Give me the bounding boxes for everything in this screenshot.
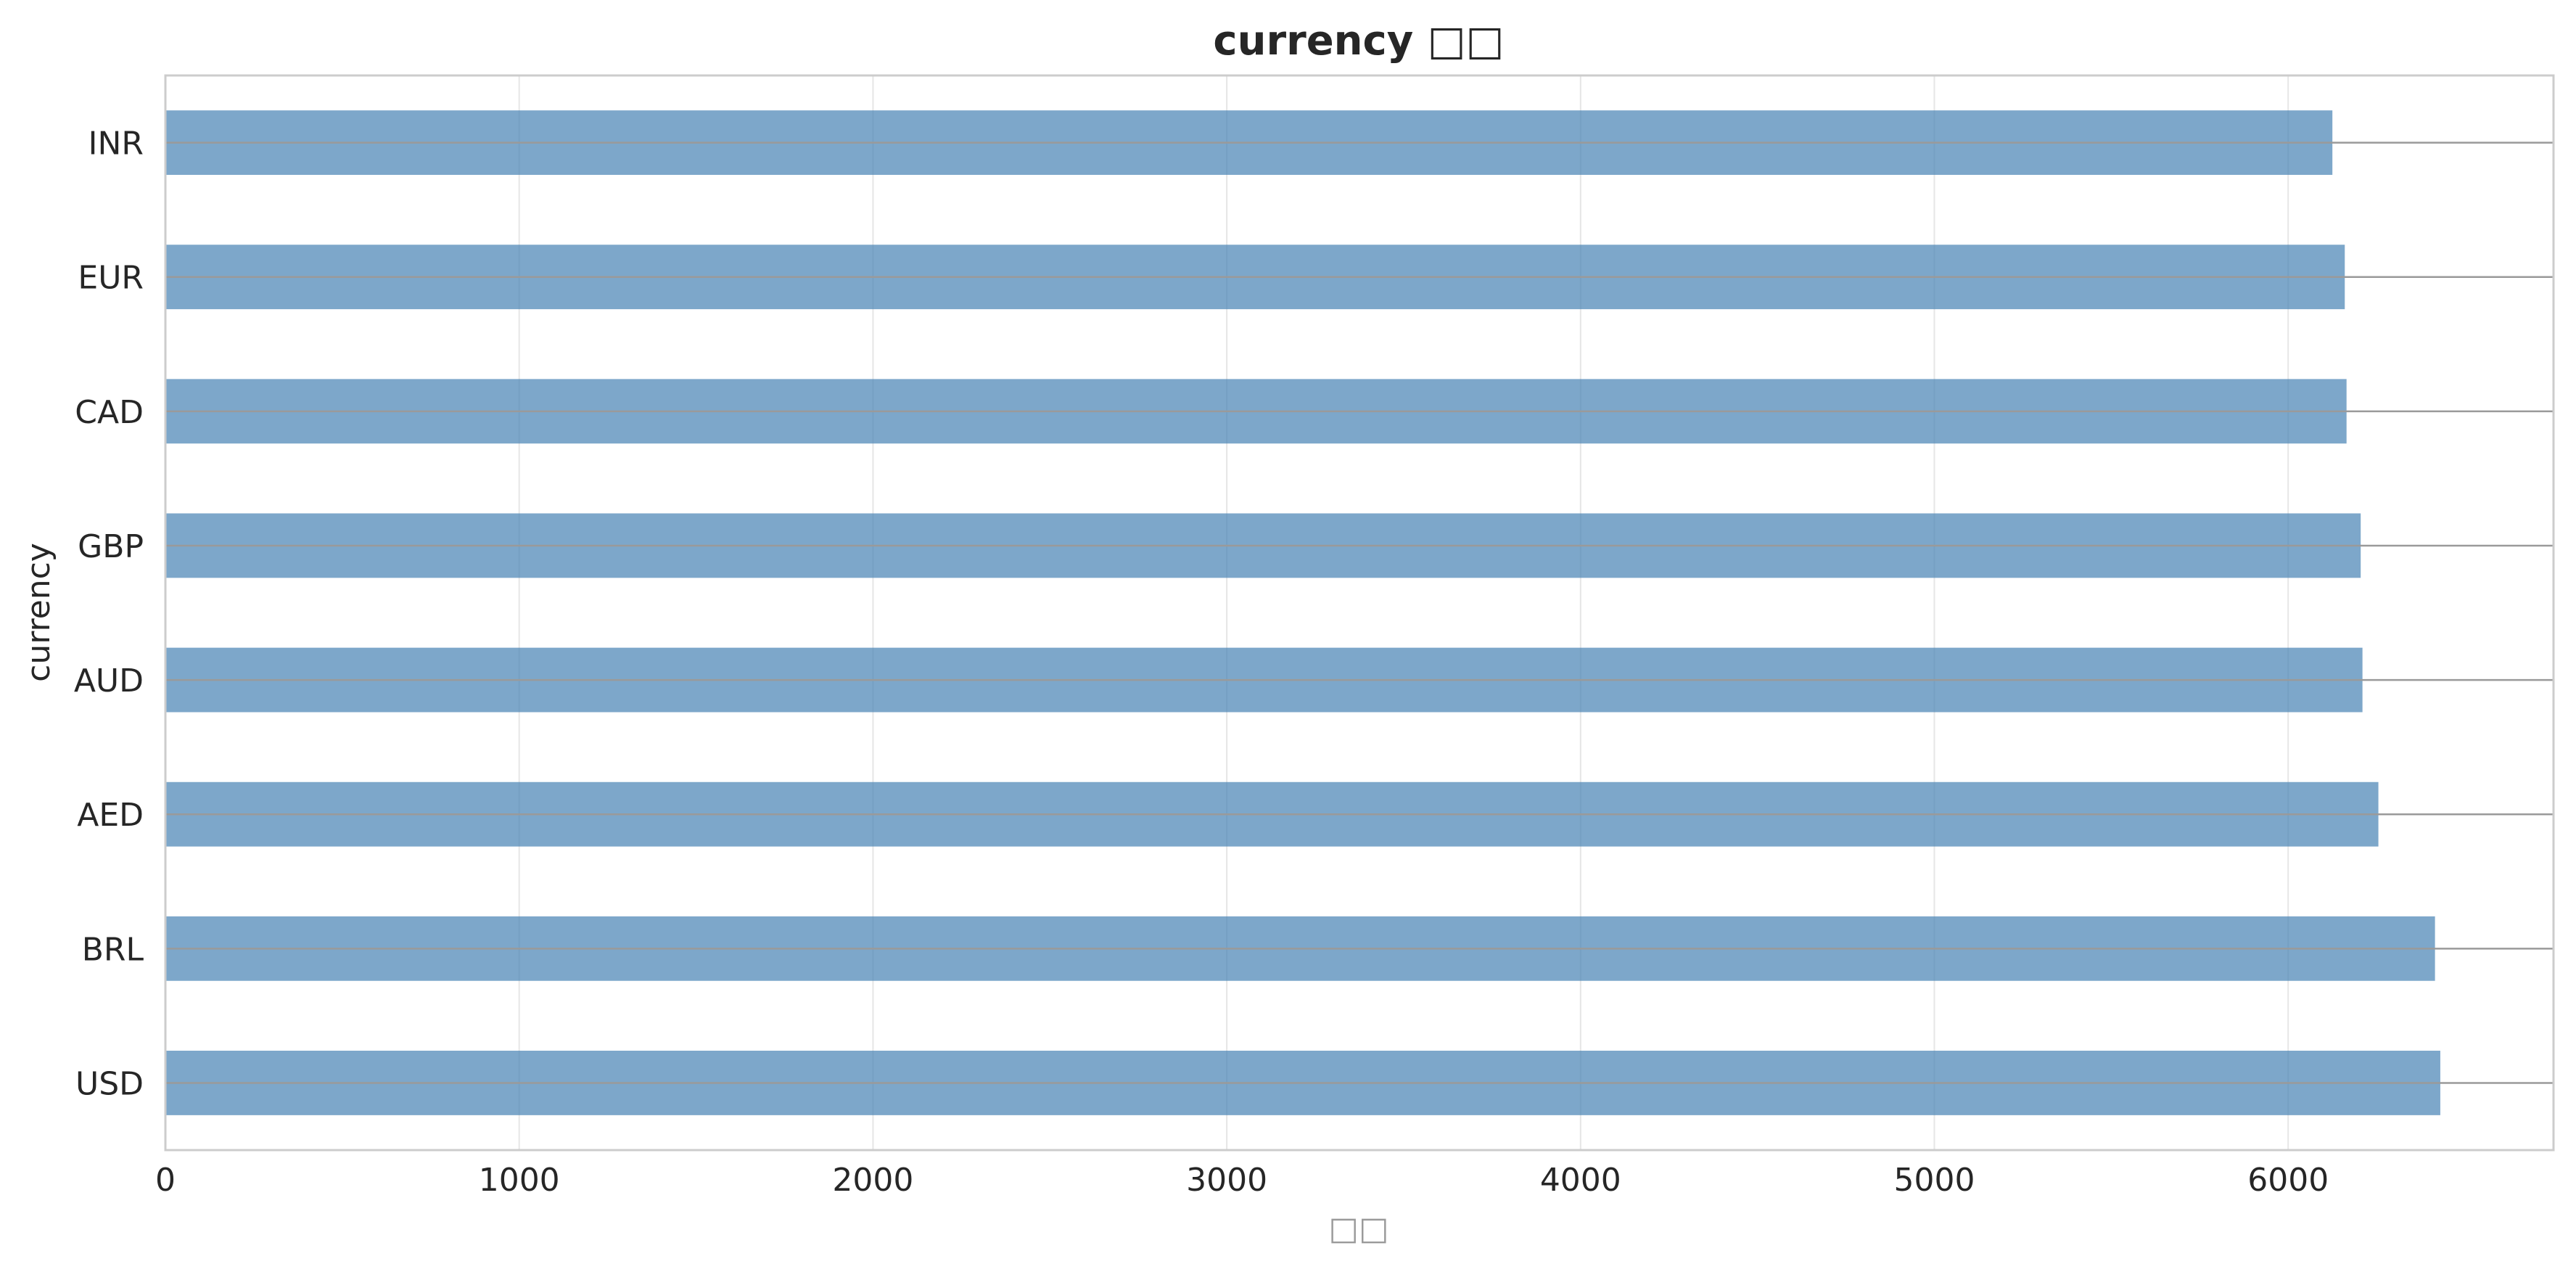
y-tick-label: EUR xyxy=(78,260,144,297)
x-tick-labels: 0 1000 2000 3000 4000 5000 6000 xyxy=(155,1162,2329,1199)
bars xyxy=(165,110,2554,1115)
y-tick-label: GBP xyxy=(78,528,144,565)
y-tick-label: CAD xyxy=(75,394,144,431)
x-tick-label: 2000 xyxy=(832,1162,913,1199)
x-tick-label: 3000 xyxy=(1186,1162,1267,1199)
x-tick-label: 4000 xyxy=(1540,1162,1621,1199)
y-tick-label: USD xyxy=(75,1065,144,1102)
x-tick-label: 6000 xyxy=(2247,1162,2329,1199)
y-tick-labels: USD BRL AED AUD GBP CAD EUR INR xyxy=(74,126,144,1103)
x-tick-label: 0 xyxy=(155,1162,176,1199)
y-tick-label: INR xyxy=(89,126,144,163)
x-tick-label: 1000 xyxy=(479,1162,560,1199)
y-axis-label: currency xyxy=(20,543,57,682)
x-tick-label: 5000 xyxy=(1894,1162,1975,1199)
y-tick-label: AED xyxy=(77,797,144,834)
y-tick-label: BRL xyxy=(82,931,144,968)
y-tick-label: AUD xyxy=(74,662,144,699)
chart-title: currency □□ xyxy=(1213,17,1504,65)
x-axis-label: □□ xyxy=(1328,1210,1388,1247)
plot-frame xyxy=(164,74,2555,1152)
